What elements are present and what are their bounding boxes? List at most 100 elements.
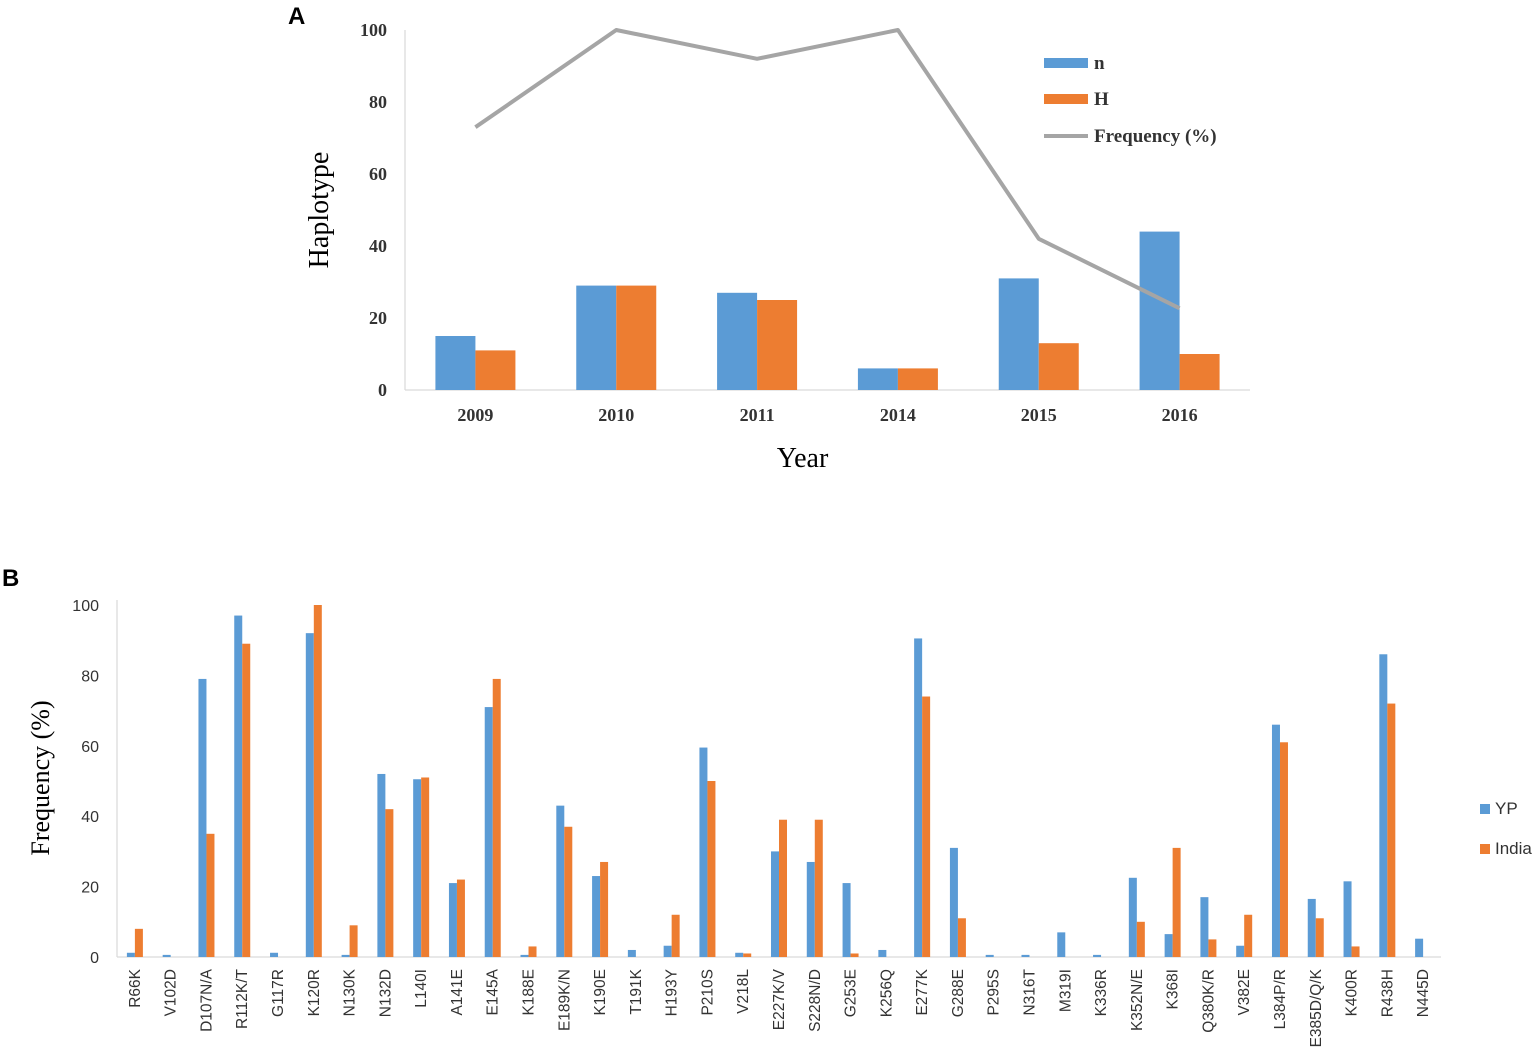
b-x-tick-label: K120R <box>306 969 323 1016</box>
b-bar-yp <box>1271 724 1280 957</box>
b-y-tick-label: 0 <box>90 950 99 967</box>
b-bar-india <box>1279 742 1288 957</box>
b-x-tick-label: E189K/N <box>556 969 573 1031</box>
a-y-tick-label: 20 <box>369 308 387 328</box>
b-x-tick-label: M319I <box>1057 969 1074 1012</box>
b-bar-india <box>600 861 609 957</box>
b-x-tick-label: P210S <box>699 969 716 1016</box>
a-x-tick-label: 2016 <box>1162 405 1198 425</box>
a-x-tick-label: 2014 <box>880 405 916 425</box>
a-bar-h <box>616 285 657 390</box>
b-bar-yp <box>1200 897 1209 957</box>
b-x-tick-label: K400R <box>1344 969 1361 1016</box>
b-bar-yp <box>735 952 744 957</box>
b-bar-yp <box>627 949 636 957</box>
a-x-tick-label: 2011 <box>740 405 775 425</box>
a-bar-n <box>435 336 476 390</box>
b-x-tick-label: A141E <box>449 969 466 1016</box>
a-y-tick-label: 60 <box>369 164 387 184</box>
b-x-tick-label: V382E <box>1236 969 1253 1016</box>
a-y-tick-label: 100 <box>360 20 387 40</box>
b-x-tick-label: N130K <box>342 968 359 1016</box>
b-bar-yp <box>1415 938 1424 957</box>
b-legend-swatch-yp <box>1480 804 1490 814</box>
a-x-axis-title: Year <box>777 443 829 474</box>
b-x-tick-label: K352N/E <box>1129 969 1146 1031</box>
b-bar-india <box>922 696 931 957</box>
b-x-tick-label: K190E <box>592 969 609 1016</box>
b-bar-yp <box>806 861 815 957</box>
b-bar-india <box>1208 939 1217 957</box>
b-bar-yp <box>1093 954 1102 957</box>
b-x-tick-label: K368I <box>1165 969 1182 1010</box>
b-y-tick-label: 100 <box>72 598 99 615</box>
a-frequency-line <box>474 28 1181 311</box>
b-legend-label: India <box>1495 839 1532 858</box>
b-x-tick-label: N316T <box>1021 968 1038 1015</box>
a-legend-swatch-n <box>1044 58 1088 68</box>
b-bar-yp <box>270 952 279 957</box>
b-bar-yp <box>484 707 493 957</box>
b-bar-yp <box>699 747 708 957</box>
b-bar-yp <box>592 876 601 957</box>
b-bar-yp <box>305 633 314 957</box>
b-x-tick-label: P295S <box>986 969 1003 1016</box>
a-bar-n <box>857 368 898 390</box>
b-x-tick-label: G253E <box>843 969 860 1017</box>
chart-b-mutation-frequency: 0 20 40 60 80 100 R66K V102D D107N/A R112K/T G117R… <box>26 598 1532 1047</box>
a-bar-h <box>757 300 798 390</box>
b-bar-india <box>1387 703 1396 957</box>
b-x-tick-label: K188E <box>521 969 538 1016</box>
a-bar-n <box>1139 231 1180 390</box>
b-bar-yp <box>771 851 779 957</box>
b-x-tick-label: H193Y <box>664 969 681 1016</box>
b-bar-india <box>492 678 501 957</box>
a-y-tick-label: 40 <box>369 236 387 256</box>
b-bar-india <box>134 928 143 957</box>
b-x-tick-label: N445D <box>1415 969 1432 1017</box>
b-bar-yp <box>1021 954 1030 957</box>
b-x-tick-label: E227K/V <box>771 968 788 1030</box>
panel-b-label: B <box>2 565 19 592</box>
chart-a-haplotype-by-year: 0 20 40 60 80 100 2009 2010 2011 2014 2015 2016 Year… <box>304 20 1250 474</box>
b-x-tick-label: T191K <box>628 968 645 1014</box>
b-bar-yp <box>162 954 171 957</box>
b-x-tick-label: L140I <box>413 969 430 1008</box>
b-bar-india <box>814 819 823 957</box>
a-legend-label: H <box>1094 89 1109 110</box>
b-bar-india <box>707 781 716 957</box>
b-bar-india <box>421 777 430 957</box>
b-bar-yp <box>556 805 565 957</box>
a-bar-h <box>897 368 938 390</box>
b-bar-yp <box>842 883 851 957</box>
b-bar-india <box>1172 847 1181 957</box>
b-bar-india <box>850 953 859 957</box>
b-x-tick-label: R438H <box>1379 969 1396 1017</box>
a-legend-label: Frequency (%) <box>1094 126 1217 147</box>
b-bar-yp <box>1343 881 1352 957</box>
b-bar-yp <box>126 952 135 957</box>
b-x-tick-label: V102D <box>163 969 180 1016</box>
a-y-tick-label: 0 <box>378 380 387 400</box>
b-bar-india <box>1351 946 1360 957</box>
b-y-tick-label: 20 <box>81 880 99 897</box>
a-x-tick-label: 2009 <box>457 405 493 425</box>
a-x-tick-label: 2010 <box>598 405 634 425</box>
b-bar-yp <box>1236 945 1245 957</box>
b-bar-yp <box>520 954 529 957</box>
a-bar-h <box>1179 354 1220 390</box>
b-x-tick-label: E385D/Q/K <box>1308 968 1325 1047</box>
b-legend-swatch-india <box>1480 844 1490 854</box>
b-x-tick-label: S228N/D <box>807 969 824 1032</box>
b-y-tick-label: 40 <box>81 809 99 826</box>
b-y-tick-label: 80 <box>81 668 99 685</box>
b-x-tick-label: V218L <box>735 969 752 1014</box>
panel-a-label: A <box>288 3 305 30</box>
b-bar-yp <box>985 954 994 957</box>
b-x-tick-label: N132D <box>377 969 394 1017</box>
b-x-tick-label: D107N/A <box>198 968 215 1032</box>
b-bar-yp <box>341 954 350 957</box>
b-bar-india <box>779 819 787 957</box>
b-x-tick-label: E145A <box>485 968 502 1015</box>
